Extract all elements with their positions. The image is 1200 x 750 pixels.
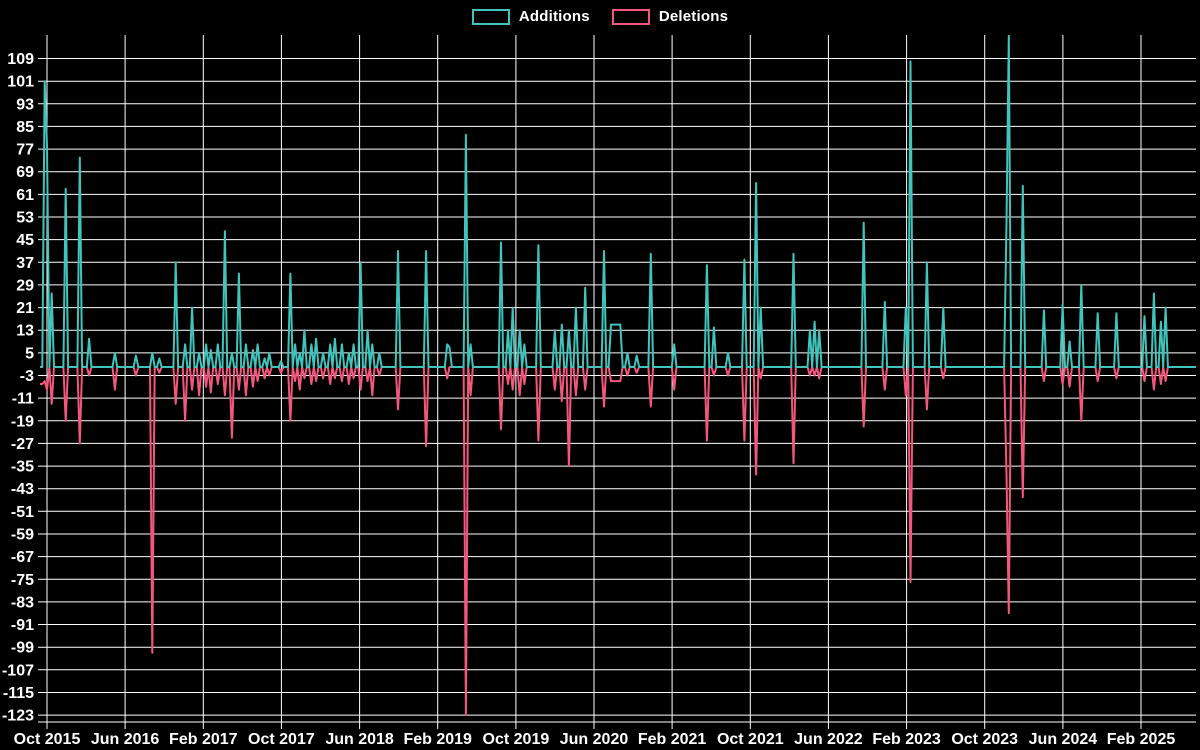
x-tick-label: Feb 2025 bbox=[1107, 731, 1176, 748]
x-tick-label: Feb 2021 bbox=[638, 731, 707, 748]
x-tick-label: Feb 2017 bbox=[169, 731, 238, 748]
additions-line bbox=[40, 35, 1196, 368]
y-tick-label: -75 bbox=[11, 572, 34, 589]
x-tick-label: Jun 2024 bbox=[1029, 731, 1098, 748]
y-tick-label: 37 bbox=[16, 255, 34, 272]
legend-item-additions[interactable]: Additions bbox=[471, 8, 590, 25]
y-tick-label: 13 bbox=[16, 323, 34, 340]
additions-swatch-icon bbox=[471, 8, 510, 25]
y-tick-label: 21 bbox=[16, 300, 34, 317]
y-tick-label: -35 bbox=[11, 459, 34, 476]
y-tick-label: -43 bbox=[11, 481, 34, 498]
deletions-swatch-icon bbox=[611, 8, 650, 25]
y-tick-label: -51 bbox=[11, 504, 34, 521]
y-tick-label: -91 bbox=[11, 617, 34, 634]
y-tick-label: 101 bbox=[7, 74, 34, 91]
x-tick-label: Feb 2023 bbox=[872, 731, 941, 748]
y-tick-label: 93 bbox=[16, 96, 34, 113]
y-tick-label: 53 bbox=[16, 210, 34, 227]
y-tick-label: -99 bbox=[11, 640, 34, 657]
chart-legend: Additions Deletions bbox=[0, 8, 1200, 25]
y-tick-label: -11 bbox=[12, 391, 34, 408]
y-tick-label: -59 bbox=[11, 527, 34, 544]
x-axis-tick-labels: Oct 2015 Jun 2016 Feb 2017 Oct 2017 Jun 2018… bbox=[14, 731, 1176, 748]
y-tick-label: 61 bbox=[16, 187, 34, 204]
x-tick-label: Oct 2021 bbox=[717, 731, 784, 748]
x-tick-label: Jun 2020 bbox=[560, 731, 629, 748]
y-tick-label: -27 bbox=[11, 436, 34, 453]
y-tick-label: -115 bbox=[3, 685, 34, 702]
x-tick-label: Jun 2016 bbox=[91, 731, 160, 748]
y-tick-label: 45 bbox=[16, 232, 34, 249]
legend-label-deletions: Deletions bbox=[658, 8, 729, 25]
x-tick-label: Oct 2015 bbox=[14, 731, 81, 748]
y-tick-label: 5 bbox=[25, 345, 34, 362]
y-tick-label: -107 bbox=[2, 662, 34, 679]
x-tick-label: Jun 2022 bbox=[794, 731, 863, 748]
y-tick-label: 77 bbox=[16, 142, 34, 159]
x-tick-label: Jun 2018 bbox=[325, 731, 394, 748]
y-tick-label: -83 bbox=[11, 594, 34, 611]
y-tick-label: -123 bbox=[2, 708, 34, 725]
y-tick-label: 69 bbox=[16, 164, 34, 181]
y-tick-label: -3 bbox=[20, 368, 34, 385]
x-tick-label: Feb 2019 bbox=[403, 731, 472, 748]
series-lines bbox=[40, 35, 1196, 717]
y-tick-label: 109 bbox=[7, 51, 34, 68]
y-axis-tick-labels: 109 101 93 85 77 69 61 53 45 37 29 21 13 5 -3 -11 -19 -27… bbox=[2, 51, 34, 725]
y-tick-label: 85 bbox=[16, 119, 34, 136]
deletions-line bbox=[40, 366, 1196, 717]
x-tick-label: Oct 2023 bbox=[951, 731, 1018, 748]
y-tick-label: -67 bbox=[11, 549, 34, 566]
legend-label-additions: Additions bbox=[518, 8, 590, 25]
y-tick-label: -19 bbox=[11, 413, 34, 430]
legend-item-deletions[interactable]: Deletions bbox=[611, 8, 729, 25]
x-tick-label: Oct 2017 bbox=[248, 731, 315, 748]
x-tick-label: Oct 2019 bbox=[483, 731, 550, 748]
y-tick-label: 29 bbox=[16, 277, 34, 294]
gridlines bbox=[38, 35, 1196, 729]
